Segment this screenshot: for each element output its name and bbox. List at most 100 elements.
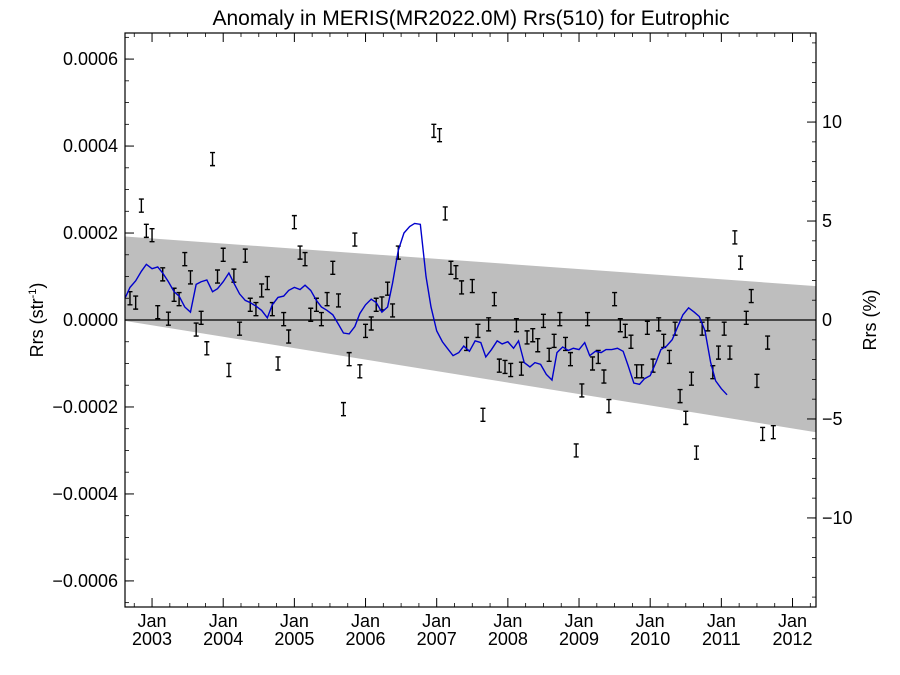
y2-tick-label: 5 [822,211,832,231]
x-tick-year: 2006 [346,629,386,649]
data-point [385,281,391,296]
x-tick-month: Jan [280,611,309,631]
data-point [551,333,557,349]
data-point [721,321,727,336]
y-tick-label: −0.0004 [52,484,118,504]
data-point [732,230,738,245]
data-point [442,206,448,221]
data-point [297,245,303,260]
x-tick-year: 2010 [630,629,670,649]
x-tick-month: Jan [351,611,380,631]
data-point [688,371,694,386]
data-point [335,293,341,308]
data-point [693,445,699,460]
data-point [765,335,771,350]
data-point [705,317,711,332]
data-point [210,151,216,167]
y-tick-label: −0.0002 [52,397,118,417]
data-point [644,320,650,336]
plot-area: 0.0006 0.0004 0.0002 0.0000 −0.0002 −0.0004 −0… [52,32,853,649]
data-point [622,323,628,339]
data-point [242,248,248,263]
data-point [176,291,182,307]
y-axis-label-left-main: Rrs (str [27,298,47,357]
data-point [253,301,259,317]
y2-tick-label: −5 [822,409,843,429]
y2-tick-label: 10 [822,112,842,132]
x-tick-month: Jan [778,611,807,631]
data-point [677,388,683,404]
data-point [291,214,297,230]
data-point [259,283,265,298]
data-point [182,251,188,267]
x-tick-month: Jan [493,611,522,631]
data-point [540,313,546,329]
data-point [198,310,204,326]
data-point [275,356,281,371]
data-point [346,351,352,367]
data-point [513,317,519,333]
data-point [193,322,199,337]
x-tick-month: Jan [209,611,238,631]
data-point [656,317,662,332]
x-tick-month: Jan [636,611,665,631]
data-point [502,359,508,375]
data-point [340,401,346,417]
x-tick-year: 2007 [417,629,457,649]
data-point [226,362,232,378]
x-tick-year: 2005 [274,629,314,649]
x-tick-year: 2011 [702,629,741,649]
data-point [459,280,465,295]
data-point [634,364,640,379]
data-point [475,323,481,339]
data-point [281,311,287,327]
data-point [754,373,760,389]
data-point [585,311,591,327]
smoothed-line [124,222,728,396]
data-point [286,329,292,344]
data-point [491,291,497,307]
data-point [557,311,563,327]
data-point [508,362,514,378]
data-point [220,247,226,262]
y-tick-label: 0.0002 [63,223,118,243]
data-point [524,330,530,345]
data-point [469,278,475,294]
data-point [748,288,754,304]
data-point [368,316,374,331]
data-point [530,327,536,343]
data-point [133,295,139,310]
data-point [324,291,330,307]
data-point [138,198,144,213]
data-point [535,337,541,353]
y-axis-label-left-superscript: -1 [27,289,39,299]
y-axis-label-left-close: ) [27,283,47,289]
data-point [330,260,336,276]
data-point [143,223,149,239]
data-point [448,260,454,276]
data-point [187,270,193,285]
data-point [431,123,437,139]
x-tick-month: Jan [138,611,167,631]
data-point [486,317,492,332]
data-point [612,291,618,307]
data-point [579,383,585,398]
data-point [666,349,672,365]
data-point [480,407,486,423]
data-point [155,304,161,320]
x-tick-year: 2012 [772,629,812,649]
data-point [247,297,253,313]
data-point [518,361,524,376]
data-point [683,410,689,426]
data-point [590,356,596,371]
data-point [165,311,171,326]
data-point [546,347,552,363]
data-point [264,275,270,291]
data-point [760,426,766,442]
data-point [237,321,243,336]
data-point [639,364,645,379]
y-axis-label-right: Rrs (%) [860,290,880,351]
y-tick-label: 0.0000 [63,310,118,330]
data-point [308,307,314,323]
data-point [363,323,369,339]
